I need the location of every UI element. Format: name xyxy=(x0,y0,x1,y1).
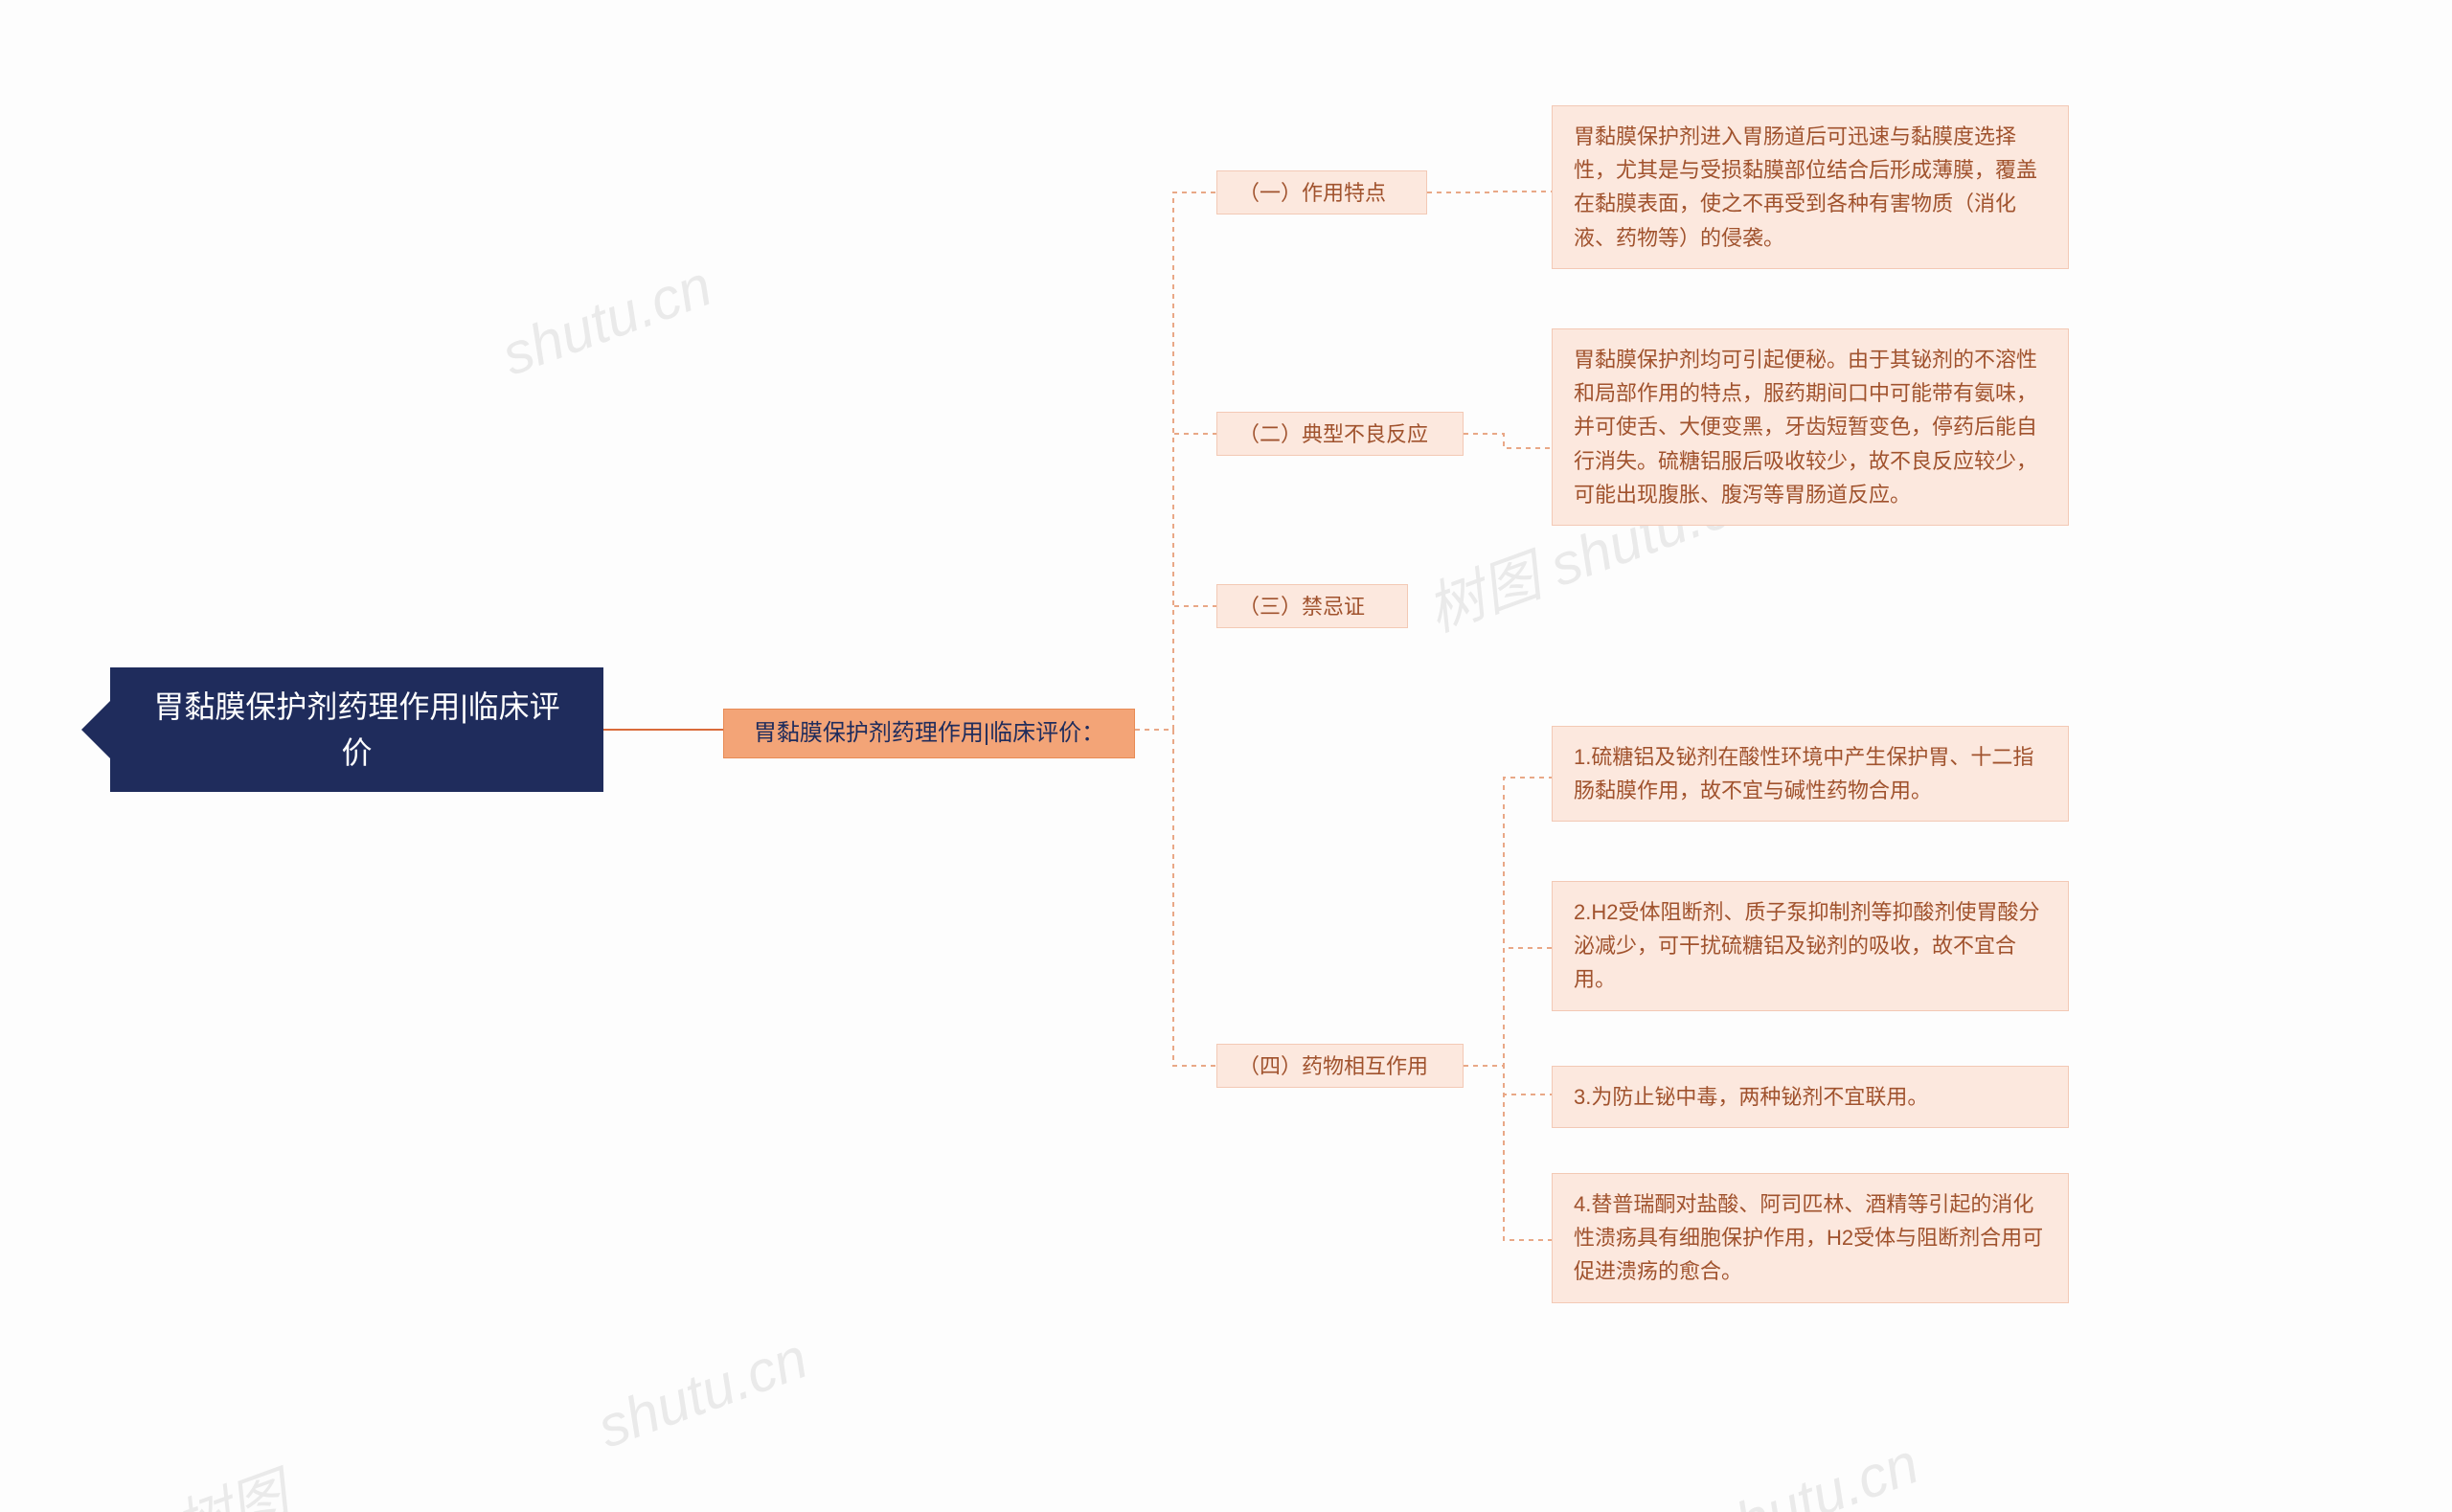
leaf-node: 4.替普瑞酮对盐酸、阿司匹林、酒精等引起的消化性溃疡具有细胞保护作用，H2受体与… xyxy=(1552,1173,2069,1303)
watermark: 树图 xyxy=(162,1448,299,1512)
leaf-node: 胃黏膜保护剂均可引起便秘。由于其铋剂的不溶性和局部作用的特点，服药期间口中可能带… xyxy=(1552,328,2069,526)
watermark: shutu.cn xyxy=(589,1324,816,1460)
leaf-node: 3.为防止铋中毒，两种铋剂不宜联用。 xyxy=(1552,1066,2069,1128)
root-node: 胃黏膜保护剂药理作用|临床评价 xyxy=(110,667,603,792)
level2-node-d: （四）药物相互作用 xyxy=(1216,1044,1464,1088)
root-arrow xyxy=(81,701,110,758)
level2-node-a: （一）作用特点 xyxy=(1216,170,1427,214)
watermark: shutu.cn xyxy=(493,252,720,388)
watermark: shutu.cn xyxy=(1700,1430,1927,1512)
level2-node-b: （二）典型不良反应 xyxy=(1216,412,1464,456)
leaf-node: 胃黏膜保护剂进入胃肠道后可迅速与黏膜度选择性，尤其是与受损黏膜部位结合后形成薄膜… xyxy=(1552,105,2069,269)
leaf-node: 2.H2受体阻断剂、质子泵抑制剂等抑酸剂使胃酸分泌减少，可干扰硫糖铝及铋剂的吸收… xyxy=(1552,881,2069,1011)
level2-node-c: （三）禁忌证 xyxy=(1216,584,1408,628)
level1-node: 胃黏膜保护剂药理作用|临床评价： xyxy=(723,709,1135,758)
leaf-node: 1.硫糖铝及铋剂在酸性环境中产生保护胃、十二指肠黏膜作用，故不宜与碱性药物合用。 xyxy=(1552,726,2069,822)
